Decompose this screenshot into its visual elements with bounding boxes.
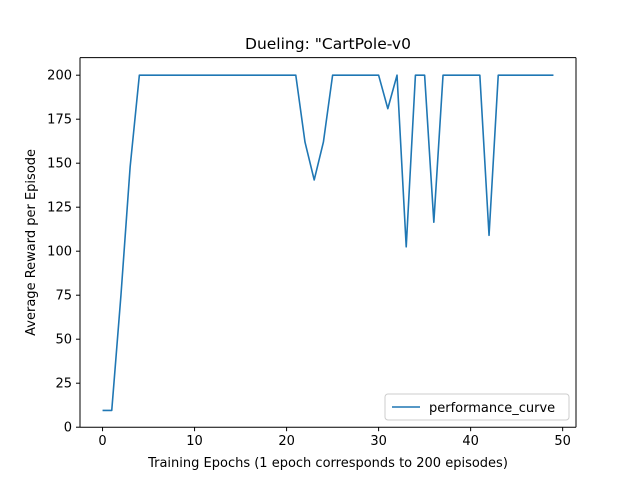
- x-tick-label: 40: [462, 434, 479, 449]
- plot-area: [80, 57, 576, 428]
- x-tick-label: 20: [278, 434, 295, 449]
- y-tick-label: 75: [55, 289, 72, 304]
- y-tick-label: 175: [47, 113, 72, 128]
- y-tick-label: 150: [47, 157, 72, 172]
- y-tick-label: 200: [47, 69, 72, 84]
- series-line-performance_curve: [102, 74, 554, 412]
- x-tick-label: 10: [186, 434, 203, 449]
- y-tick-label: 25: [55, 377, 72, 392]
- y-tick-label: 50: [55, 333, 72, 348]
- series-layer: [102, 74, 554, 412]
- y-axis-ticks: 0 25 50 75 100 125 150 175 200: [47, 69, 80, 436]
- legend: performance_curve: [384, 393, 570, 421]
- x-axis-ticks: 0 10 20 30 40 50: [98, 427, 571, 449]
- legend-entry-label: performance_curve: [429, 401, 555, 416]
- legend-box: [384, 393, 570, 421]
- x-tick-label: 50: [554, 434, 571, 449]
- y-tick-label: 100: [47, 245, 72, 260]
- y-axis-label: Average Reward per Episode: [24, 149, 39, 336]
- x-axis-label: Training Epochs (1 epoch corresponds to …: [147, 456, 508, 471]
- x-tick-label: 30: [370, 434, 387, 449]
- x-tick-label: 0: [98, 434, 106, 449]
- chart-title: Dueling: "CartPole-v0: [245, 35, 411, 53]
- y-tick-label: 0: [64, 421, 72, 436]
- y-tick-label: 125: [47, 201, 72, 216]
